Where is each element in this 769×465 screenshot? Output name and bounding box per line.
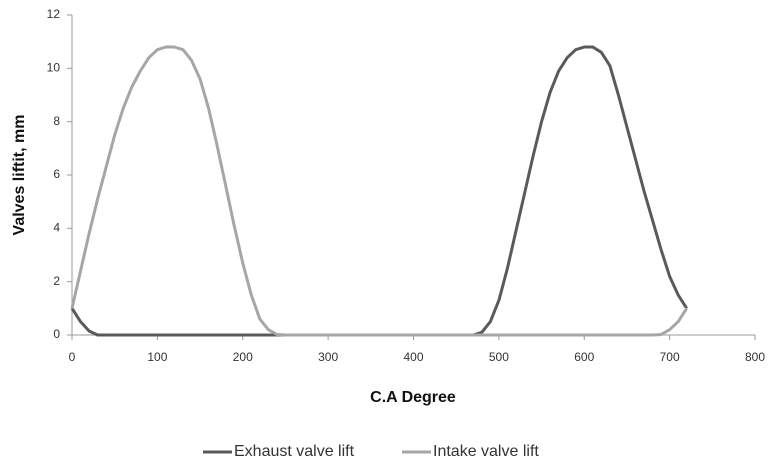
x-tick-label: 700 (660, 350, 680, 364)
y-tick-label: 4 (53, 221, 60, 235)
y-tick-label: 12 (47, 7, 61, 21)
line-series (70, 45, 688, 337)
legend-label: Intake valve lift (433, 443, 539, 460)
x-tick-label: 800 (745, 350, 765, 364)
x-tick-label: 100 (147, 350, 167, 364)
x-axis-label: C.A Degree (370, 389, 456, 406)
y-tick-label: 10 (47, 61, 61, 75)
x-tick-label: 200 (233, 350, 253, 364)
y-tick-label: 0 (53, 327, 60, 341)
y-axis-label: Valves liftit, mm (11, 115, 28, 236)
x-tick-label: 300 (318, 350, 338, 364)
legend-label: Exhaust valve lift (234, 443, 355, 460)
y-tick-label: 6 (53, 167, 60, 181)
x-tick-label: 500 (489, 350, 509, 364)
y-tick-label: 8 (53, 114, 60, 128)
line-series (70, 45, 688, 337)
x-tick-label: 0 (69, 350, 76, 364)
x-tick-label: 600 (574, 350, 594, 364)
x-tick-label: 400 (403, 350, 423, 364)
y-tick-label: 2 (53, 274, 60, 288)
